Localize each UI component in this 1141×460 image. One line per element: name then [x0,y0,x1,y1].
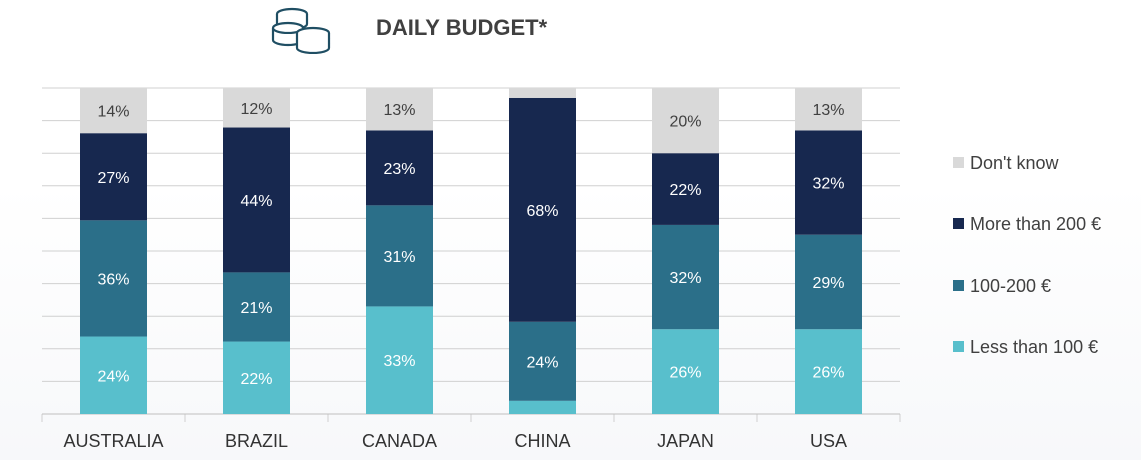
data-label: 27% [97,170,129,187]
bar-segment [366,205,433,307]
data-label: 32% [812,176,844,193]
data-label: 22% [240,371,272,388]
data-label: 13% [383,102,415,119]
data-label: 36% [97,271,129,288]
bar-segment [80,88,147,134]
bar-segment [223,341,290,414]
data-label: 26% [669,365,701,382]
bar-segment [80,336,147,414]
bar-segment [795,88,862,131]
coins-icon [265,6,345,59]
bar-segment [366,130,433,206]
legend-swatch [953,341,964,352]
data-label: 24% [97,368,129,385]
data-label: 33% [383,353,415,370]
data-label: 29% [812,275,844,292]
bar-segment [795,329,862,414]
bar-segment [509,321,576,401]
legend-swatch [953,157,964,168]
data-label: 32% [669,270,701,287]
bar-segment [223,88,290,128]
x-tick-label: JAPAN [657,431,714,451]
data-label: 68% [526,203,558,220]
bar-segment [223,127,290,273]
data-label: 44% [240,193,272,210]
bar-segment [223,272,290,342]
data-label: 23% [383,161,415,178]
x-tick-label: USA [810,431,847,451]
bar-segment [509,88,576,98]
data-label: 21% [240,300,272,317]
x-tick-label: AUSTRALIA [63,431,163,451]
data-label: 22% [669,182,701,199]
data-label: 31% [383,249,415,266]
x-tick-label: BRAZIL [225,431,288,451]
chart-title: DAILY BUDGET* [376,15,548,40]
legend-label: Don't know [970,153,1059,173]
data-label: 24% [526,354,558,371]
legend-swatch [953,218,964,229]
x-tick-label: CANADA [362,431,437,451]
bar-segment [652,329,719,414]
data-label: 14% [97,104,129,121]
legend-label: 100-200 € [970,276,1051,296]
legend-label: Less than 100 € [970,337,1098,357]
x-tick-label: CHINA [514,431,570,451]
bar-segment [509,400,576,414]
bar-segment [795,234,862,330]
bar-segment [366,306,433,414]
legend-label: More than 200 € [970,214,1101,234]
bar-segment [652,153,719,225]
data-label: 26% [812,365,844,382]
legend-swatch [953,280,964,291]
bar-segment [652,224,719,330]
data-label: 12% [240,101,272,118]
bar-segment [652,88,719,154]
bar-segment [509,97,576,322]
bar-segment [366,88,433,131]
bar-segment [80,133,147,221]
bar-segment [795,130,862,235]
bar-segment [80,220,147,337]
data-label: 13% [812,102,844,119]
data-label: 20% [669,114,701,131]
